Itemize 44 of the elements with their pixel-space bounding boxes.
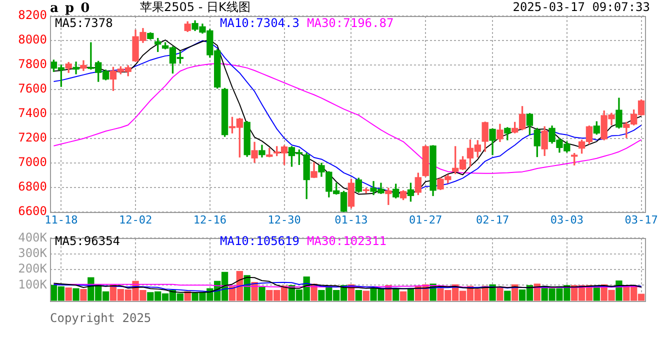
- x-tick-label: 11-18: [44, 213, 78, 226]
- series-label: MA10:7304.3: [220, 16, 300, 30]
- text: MA10:105619: [220, 234, 300, 248]
- text: MA30:102311: [307, 234, 386, 248]
- bar: [80, 289, 87, 301]
- text: MA5:7378: [55, 16, 113, 30]
- y-tick-label: 400K: [18, 230, 48, 244]
- bar: [65, 287, 72, 301]
- y-tick-label: 6600: [18, 204, 47, 218]
- x-tick-label: 12-30: [268, 213, 301, 226]
- bar: [258, 286, 266, 301]
- bar: [72, 288, 80, 301]
- bar: [400, 291, 407, 301]
- y-tick-label: 7000: [18, 155, 47, 170]
- y-tick-label: 7200: [18, 130, 47, 145]
- x-tick-label: 12-02: [118, 213, 152, 226]
- x-tick-label: 12-16: [193, 213, 226, 226]
- y-tick-label: 100K: [18, 277, 48, 292]
- y-tick-label: 8000: [18, 32, 47, 47]
- y-tick-label: 6800: [18, 180, 47, 194]
- bar: [504, 290, 511, 301]
- chart-subtitle: a p 0: [50, 1, 91, 16]
- y-tick-label: 7400: [18, 106, 47, 120]
- chart-title: 苹果2505 - 日K线图: [140, 0, 250, 14]
- x-tick-label: 01-27: [409, 213, 442, 226]
- x-tick-label: 03-17: [624, 213, 658, 226]
- x-tick-label: 01-13: [334, 213, 368, 226]
- y-tick-label: 8200: [18, 8, 47, 22]
- text: MA5:96354: [55, 234, 120, 248]
- bar: [407, 288, 414, 301]
- y-tick-label: 300K: [18, 246, 48, 260]
- text: Copyright 2025: [50, 311, 152, 325]
- y-tick-label: 7800: [18, 57, 47, 72]
- y-tick-label: 200K: [18, 262, 48, 276]
- bar: [355, 290, 362, 301]
- bar: [496, 286, 504, 301]
- text: 2025-03-17 09:07:33: [512, 0, 650, 14]
- y-tick-label: 7600: [18, 82, 47, 96]
- text: MA30:7196.87: [307, 16, 394, 30]
- bar: [489, 284, 496, 301]
- bar: [392, 288, 400, 301]
- x-tick-label: 03-03: [550, 213, 584, 226]
- x-tick-label: 02-17: [476, 213, 510, 226]
- bar: [362, 290, 370, 301]
